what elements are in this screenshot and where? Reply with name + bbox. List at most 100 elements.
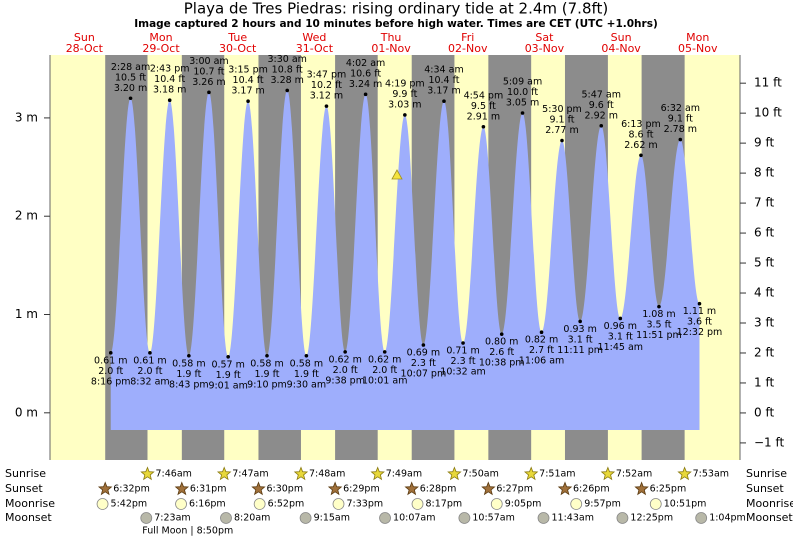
sunrise-time: 7:51am [539,469,575,480]
tide-label: 2.92 m [585,110,618,121]
tide-point [187,354,191,358]
sunrise-time: 7:48am [309,469,345,480]
day-date: 28-Oct [66,42,104,55]
tide-label: 1.9 ft [294,369,319,380]
label-layer: 0 m 1 m 2 m 3 m −1 ft 0 ft 1 ft 2 ft 3 ft 4 ft 5 f… [5,31,793,537]
sunset-time: 6:27pm [496,484,533,495]
row-label: Sunset [746,482,784,495]
moon-phase: Full Moon | 8:50pm [142,526,233,537]
day-name: Mon [686,31,709,44]
y2-tick-label: 4 ft [754,286,774,300]
tide-label: 11:45 am [598,342,643,353]
tide-area [110,90,700,430]
tide-label: 3.28 m [271,75,304,86]
tide-point [108,351,113,355]
star-icon [174,481,190,496]
sunset-time: 6:26pm [573,484,610,495]
moonset-icon [299,512,312,524]
tide-label: 1.08 m [642,309,675,320]
tide-label: 10.5 ft [115,72,146,83]
tide-label: 10.4 ft [233,75,264,86]
tide-label: 0.82 m [525,335,558,346]
row-label: Sunrise [5,467,46,480]
tide-label: 0.80 m [485,337,518,348]
y2-tick-label: −1 ft [754,435,785,449]
y2-tick-label: 11 ft [754,76,782,90]
moonset-time: 10:07am [393,513,435,524]
tide-label: 2.78 m [664,124,697,135]
tide-label: 3:15 pm [228,65,268,76]
tide-label: 0.58 m [250,358,283,369]
day-name: Mon [149,31,172,44]
moonset-time: 1:04pm [709,513,746,524]
tide-label: 3.20 m [114,83,147,94]
y2-tick-label: 7 ft [754,196,774,210]
tide-label: 10.4 ft [154,74,185,85]
tide-label: 2.0 ft [372,365,397,376]
tide-label: 0.57 m [211,359,244,370]
current-tide-marker [391,169,403,180]
tide-label: 8:16 pm [91,376,131,387]
tide-point [167,98,172,103]
y-tick-label: 1 m [15,307,38,321]
row-label: Moonrise [746,497,793,510]
y2-tick-label: 0 ft [754,405,774,419]
tide-label: 10:32 am [440,367,485,378]
tide-point [697,301,702,306]
tide-label: 0.61 m [133,355,166,366]
tide-label: 2.6 ft [489,347,514,358]
day-date: 01-Nov [371,42,411,55]
star-icon [481,481,496,496]
row-label: Sunset [5,482,43,495]
star-icon [293,466,309,481]
tide-point [207,90,211,95]
star-icon [140,466,155,481]
day-date: 29-Oct [142,42,180,55]
tide-point [461,341,465,345]
tide-point [520,111,525,115]
tide-label: 1.11 m [683,306,716,317]
row-label: Moonset [5,511,52,524]
star-icon [557,481,573,496]
moonset-icon [537,512,550,524]
tide-label: 2:28 am [111,62,150,73]
moonset-time: 7:23am [154,513,190,524]
tide-label: 6:32 am [661,103,700,114]
tide-label: 5:09 am [503,76,542,87]
moonrise-icon [649,498,662,510]
day-date: 31-Oct [296,42,334,55]
tide-point [481,124,486,129]
tide-label: 4:19 pm [385,78,425,89]
tide-label: 4:54 pm [464,90,504,101]
tide-label: 3:47 pm [307,70,347,81]
tide-point [324,104,329,108]
tide-label: 0.61 m [94,355,127,366]
tide-point [678,137,683,142]
chart-title: Playa de Tres Piedras: rising ordinary t… [184,0,609,18]
sunset-time: 6:25pm [650,484,687,495]
tide-label: 3.05 m [506,97,539,108]
tide-label: 0.71 m [446,346,479,357]
tide-label: 3.18 m [153,85,186,96]
tide-label: 9.1 ft [549,115,574,126]
star-icon [634,481,649,496]
sunrise-time: 7:52am [616,469,652,480]
moonrise-time: 5:42pm [111,499,148,510]
tide-label: 2.62 m [624,140,657,151]
sunrise-time: 7:47am [232,469,268,480]
tide-label: 9:01 am [208,380,247,391]
tide-label: 10.8 ft [272,64,303,75]
moonset-icon [379,512,391,524]
tide-point [657,304,661,309]
moonset-time: 12:25pm [630,513,673,524]
y-tick-label: 0 m [15,405,38,419]
tide-point [343,350,347,354]
y2-tick-label: 1 ft [754,375,774,389]
tide-label: 3.5 ft [646,320,671,331]
tide-label: 3.03 m [388,99,421,110]
tide-label: 0.58 m [172,358,205,369]
tide-label: 2.91 m [467,111,500,122]
tide-label: 4:34 am [424,65,463,76]
y2-tick-label: 3 ft [754,316,774,330]
tide-point [246,99,250,104]
